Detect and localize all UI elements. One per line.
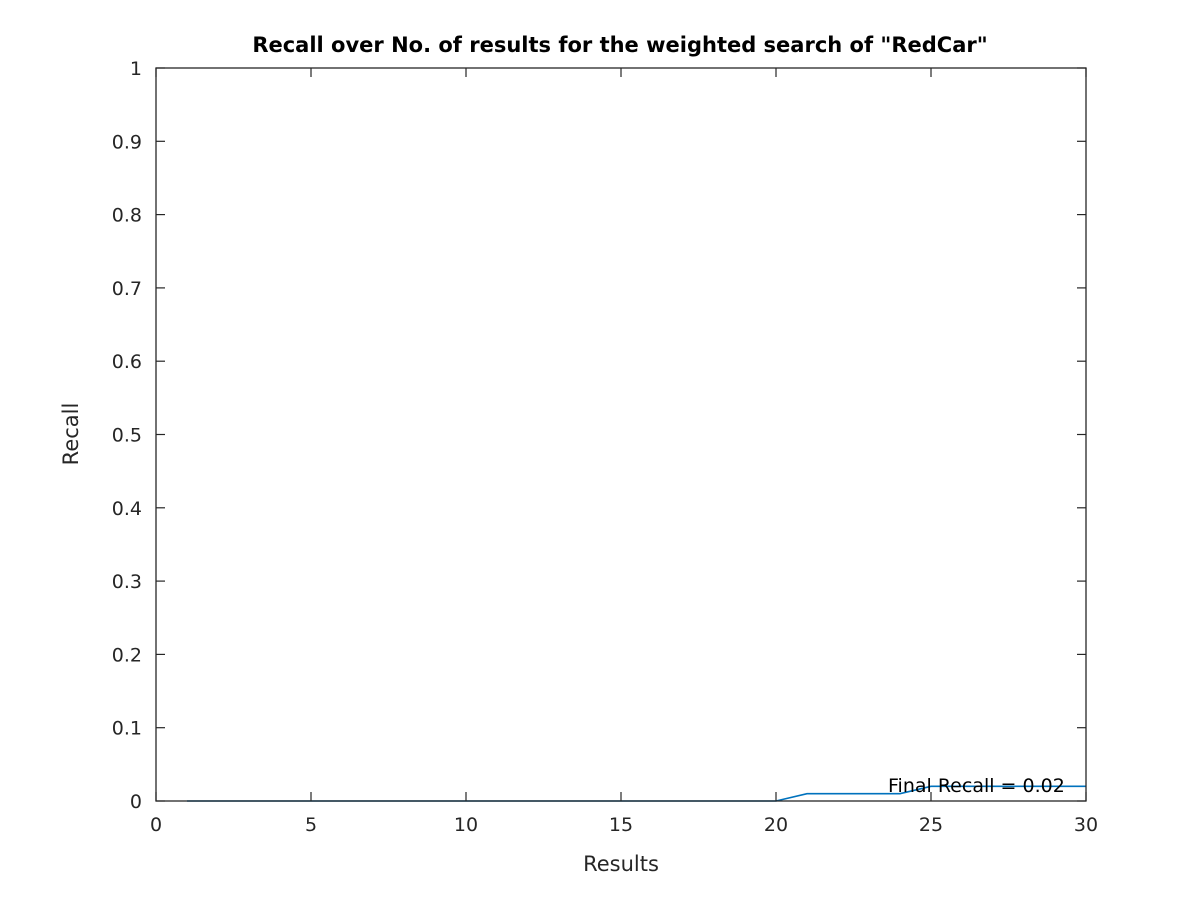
y-tick-label: 0.9: [112, 131, 142, 153]
y-tick-label: 0.5: [112, 425, 142, 447]
y-tick-label: 1: [130, 58, 142, 80]
tick-layer: 0 5 10 15 20 25 30 0 0.1 0.2 0.3 0.4 0.5 0.6 0.7 0.8 0.9…: [112, 58, 1098, 836]
y-tick-label: 0.7: [112, 278, 142, 300]
y-tick-label: 0.8: [112, 205, 142, 227]
x-tick-label: 20: [764, 814, 788, 836]
plot-area: [156, 68, 1086, 801]
x-tick-label: 30: [1074, 814, 1098, 836]
x-tick-label: 5: [305, 814, 317, 836]
y-tick-label: 0: [130, 791, 142, 813]
y-axis-label: Recall: [59, 403, 83, 466]
x-tick-label: 0: [150, 814, 162, 836]
y-tick-label: 0.2: [112, 644, 142, 666]
x-tick-label: 25: [919, 814, 943, 836]
final-recall-annotation: Final Recall = 0.02: [888, 775, 1065, 797]
y-tick-label: 0.6: [112, 351, 142, 373]
y-tick-label: 0.4: [112, 498, 142, 520]
axes-box: [155, 67, 1087, 802]
x-tick-label: 10: [454, 814, 478, 836]
y-tick-label: 0.1: [112, 718, 142, 740]
x-tick-label: 15: [609, 814, 633, 836]
x-axis-label: Results: [583, 852, 659, 876]
y-tick-label: 0.3: [112, 571, 142, 593]
chart-title: Recall over No. of results for the weigh…: [252, 33, 987, 57]
